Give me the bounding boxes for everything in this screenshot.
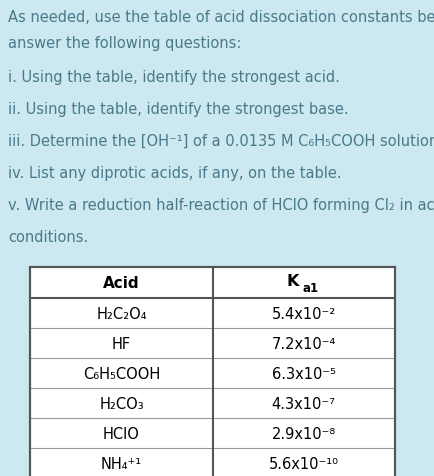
Text: As needed, use the table of acid dissociation constants below to: As needed, use the table of acid dissoci… [8, 10, 434, 25]
Text: i. Using the table, identify the strongest acid.: i. Using the table, identify the stronge… [8, 70, 340, 85]
Text: HClO: HClO [103, 426, 140, 441]
Text: iv. List any diprotic acids, if any, on the table.: iv. List any diprotic acids, if any, on … [8, 166, 342, 180]
Bar [30, 268, 395, 476]
Text: H₂CO₃: H₂CO₃ [99, 396, 144, 411]
Text: H₂C₂O₄: H₂C₂O₄ [96, 306, 147, 321]
Text: 6.3x10⁻⁵: 6.3x10⁻⁵ [272, 366, 336, 381]
Text: K: K [287, 274, 299, 288]
Text: iii. Determine the [OH⁻¹] of a 0.0135 M C₆H₅COOH solution.: iii. Determine the [OH⁻¹] of a 0.0135 M … [8, 134, 434, 149]
Text: ii. Using the table, identify the strongest base.: ii. Using the table, identify the strong… [8, 102, 349, 117]
Text: 4.3x10⁻⁷: 4.3x10⁻⁷ [272, 396, 336, 411]
Text: 2.9x10⁻⁸: 2.9x10⁻⁸ [272, 426, 336, 441]
Text: answer the following questions:: answer the following questions: [8, 36, 241, 51]
Text: Acid: Acid [103, 276, 140, 290]
Text: v. Write a reduction half-reaction of HClO forming Cl₂ in acidic: v. Write a reduction half-reaction of HC… [8, 198, 434, 213]
Text: a1: a1 [302, 281, 319, 294]
Text: 7.2x10⁻⁴: 7.2x10⁻⁴ [272, 336, 336, 351]
Text: 5.4x10⁻²: 5.4x10⁻² [272, 306, 336, 321]
Text: C₆H₅COOH: C₆H₅COOH [83, 366, 160, 381]
Text: HF: HF [112, 336, 131, 351]
Text: conditions.: conditions. [8, 229, 88, 245]
Text: NH₄⁺¹: NH₄⁺¹ [101, 456, 142, 471]
Text: 5.6x10⁻¹⁰: 5.6x10⁻¹⁰ [269, 456, 339, 471]
